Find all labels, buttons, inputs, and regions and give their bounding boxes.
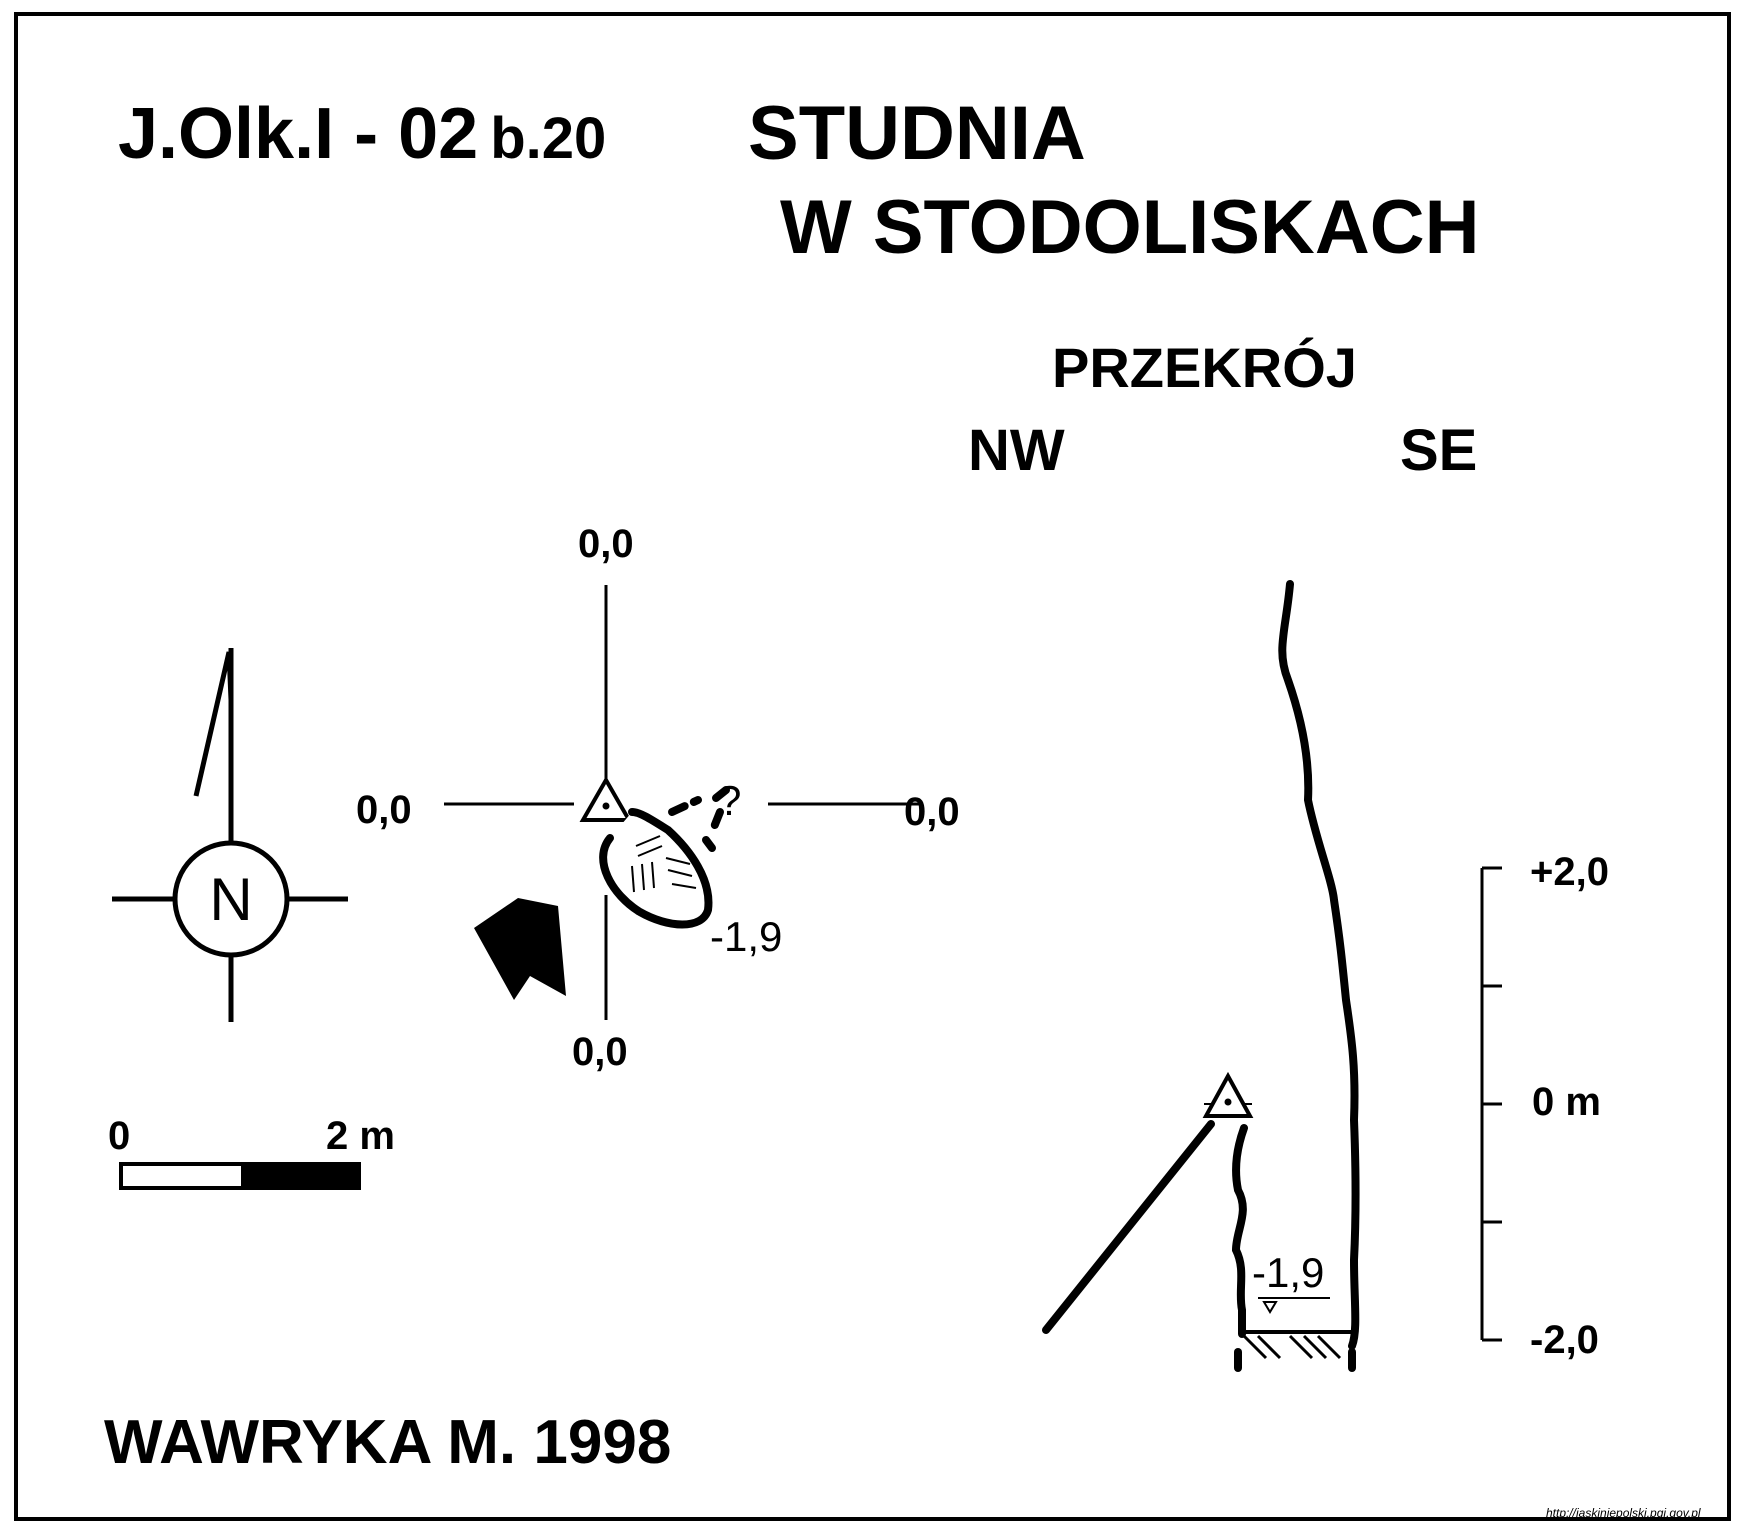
plan-axis-bottom-label: 0,0 — [572, 1030, 628, 1074]
author-credit: WAWRYKA M. 1998 — [104, 1408, 672, 1477]
north-arrow-icon — [193, 651, 234, 797]
source-url: http://jaskiniepolski.pgi.gov.pl — [1546, 1506, 1701, 1520]
plan-datum-triangle-icon — [579, 775, 633, 822]
plan-axis-left-label: 0,0 — [356, 788, 412, 832]
entrance-arrow-icon — [474, 898, 566, 1000]
section-title: PRZEKRÓJ — [1052, 336, 1357, 399]
plan-axis-top-label: 0,0 — [578, 522, 634, 566]
section-floor-hatching — [1242, 1334, 1342, 1360]
scale-start-label: 0 — [108, 1114, 131, 1158]
vertical-scale-top-label: +2,0 — [1530, 850, 1609, 894]
cave-code-suffix: b.20 — [490, 106, 607, 171]
section-depth-label: -1,9 — [1252, 1249, 1325, 1296]
scale-end-label: 2 m — [326, 1114, 395, 1158]
plan-sediment-hatching — [631, 835, 697, 893]
plan-cave-outline — [599, 786, 730, 929]
section-wall-se — [1278, 580, 1360, 1350]
vertical-scale-bottom-label: -2,0 — [1530, 1318, 1599, 1362]
cave-title-line1: STUDNIA — [748, 91, 1086, 176]
section-direction-se: SE — [1400, 418, 1478, 483]
compass-letter: N — [209, 866, 252, 933]
cave-title-line2: W STODOLISKACH — [780, 185, 1480, 270]
section-datum-triangle-icon — [1202, 1071, 1254, 1118]
section-slope-line — [1042, 1120, 1215, 1334]
plan-axis-right-label: 0,0 — [904, 790, 960, 834]
compass: N — [112, 648, 348, 1022]
vertical-scale-zero-label: 0 m — [1532, 1080, 1601, 1124]
cave-code: J.Olk.I - 02 b.20 — [118, 94, 607, 174]
compass-circle — [172, 840, 290, 958]
plan-depth-label: -1,9 — [710, 913, 783, 960]
map-frame — [14, 12, 1731, 1521]
plan-axes — [444, 585, 920, 1020]
water-level-icon — [1262, 1301, 1278, 1314]
section-cave-profile — [1042, 580, 1360, 1372]
vertical-scale — [1480, 866, 1502, 1342]
section-direction-nw: NW — [968, 418, 1065, 483]
scale-bar — [119, 1162, 361, 1190]
scale-bar-filled — [241, 1164, 359, 1188]
section-wall-nw — [1231, 1124, 1248, 1338]
